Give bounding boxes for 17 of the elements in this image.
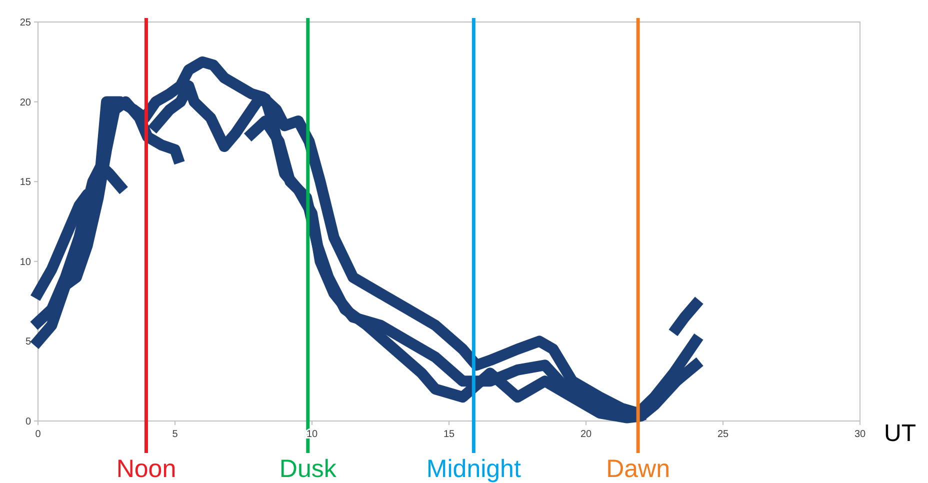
- y-tick-label: 25: [20, 18, 32, 28]
- x-tick-label: 20: [580, 429, 592, 440]
- x-tick-label: 0: [35, 429, 42, 440]
- x-tick-label: 15: [443, 429, 455, 440]
- ref-line-label: Dusk: [279, 455, 337, 483]
- ref-line-label: Noon: [116, 455, 176, 483]
- y-tick-label: 0: [25, 416, 32, 428]
- x-axis-title: UT: [884, 420, 916, 447]
- y-tick-label: 5: [25, 336, 32, 348]
- y-tick-label: 20: [20, 97, 32, 108]
- y-tick-label: 15: [20, 177, 32, 188]
- x-tick-label: 30: [854, 429, 866, 440]
- y-tick-label: 10: [20, 256, 32, 268]
- ref-line-label: Midnight: [426, 455, 521, 483]
- ref-line-label: Dawn: [606, 455, 670, 483]
- x-tick-label: 5: [172, 429, 178, 440]
- x-tick-label: 25: [717, 429, 729, 440]
